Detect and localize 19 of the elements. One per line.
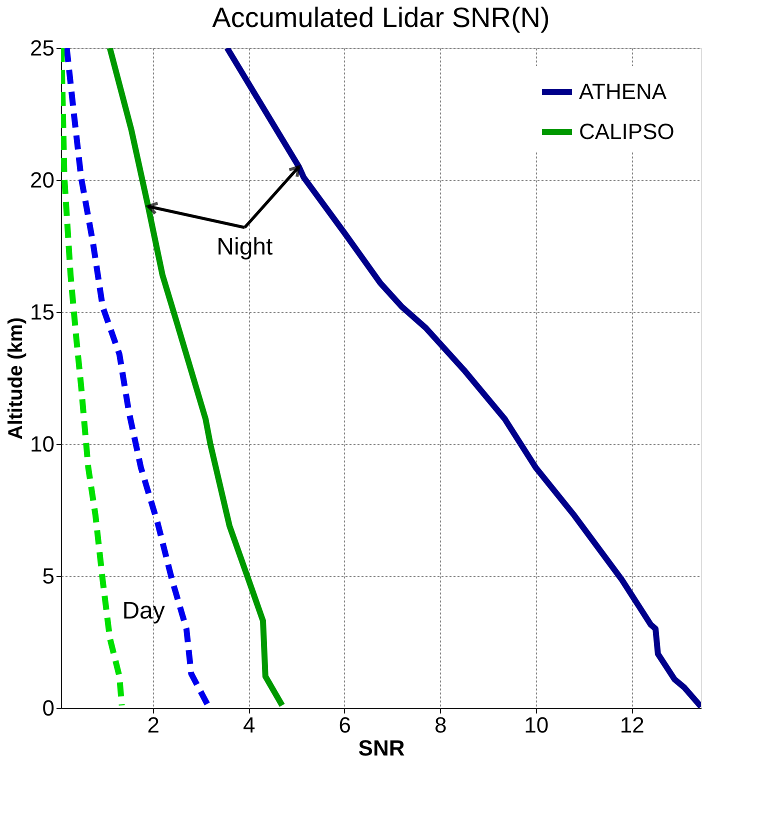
x-tick-label: 12 [620, 712, 644, 738]
y-tick-label: 15 [30, 300, 54, 324]
x-tick-label: 8 [434, 712, 447, 738]
legend-label: CALIPSO [579, 119, 674, 144]
y-tick-label: 25 [30, 36, 54, 60]
y-tick-label: 10 [30, 432, 54, 456]
y-tick-label: 5 [42, 564, 54, 588]
x-axis-title: SNR [358, 736, 405, 760]
chart-title: Accumulated Lidar SNR(N) [212, 2, 550, 33]
annotation: Day [122, 598, 165, 625]
y-tick-label: 0 [42, 696, 54, 720]
annotation: Night [216, 234, 274, 261]
y-axis-title: Altitude (km) [5, 317, 28, 440]
x-tick-label: 10 [524, 712, 549, 738]
x-tick-label: 6 [338, 712, 352, 738]
x-tick-label: 4 [243, 712, 256, 738]
x-tick-label: 2 [147, 712, 160, 738]
y-tick-label: 20 [30, 168, 54, 192]
legend-label: ATHENA [579, 79, 667, 104]
